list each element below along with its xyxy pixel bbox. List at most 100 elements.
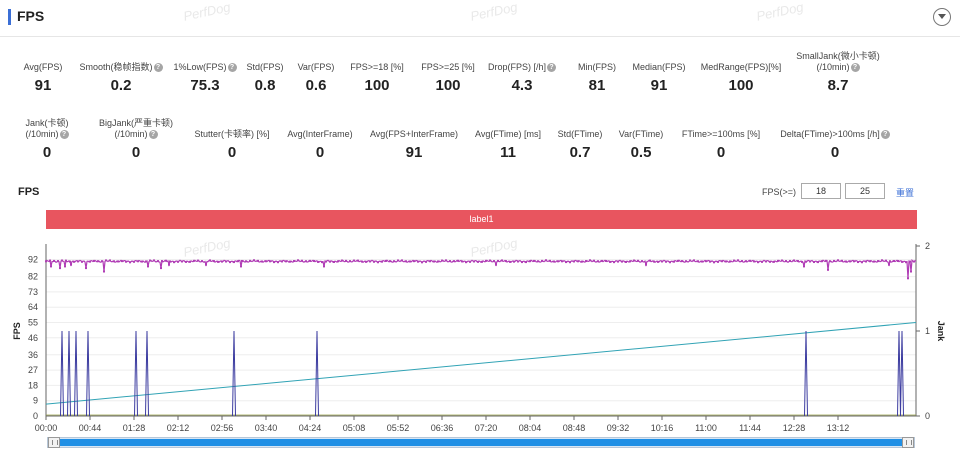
fps-point bbox=[445, 259, 447, 262]
fps-point bbox=[317, 260, 319, 263]
fps-point bbox=[101, 260, 103, 263]
fps-point bbox=[585, 260, 587, 263]
help-icon[interactable]: ? bbox=[850, 63, 860, 73]
fps-line bbox=[45, 259, 917, 279]
x-tick-label: 08:48 bbox=[563, 423, 586, 433]
fps-point bbox=[877, 260, 879, 263]
fps-point bbox=[605, 259, 607, 262]
fps-point bbox=[757, 261, 759, 264]
time-range-scrollbar[interactable] bbox=[47, 437, 915, 448]
x-tick-label: 05:52 bbox=[387, 423, 410, 433]
fps-point bbox=[669, 261, 671, 264]
fps-point bbox=[553, 260, 555, 263]
fps-point bbox=[213, 260, 215, 263]
metric-label: Avg(FPS+InterFrame) bbox=[369, 129, 459, 139]
help-icon[interactable]: ? bbox=[59, 130, 69, 140]
fps-point bbox=[133, 260, 135, 263]
fps-point bbox=[817, 261, 819, 264]
fps-point bbox=[501, 259, 503, 262]
metric-metrics_row2-7: Var(FTime) 0.5 bbox=[586, 129, 696, 161]
fps-point bbox=[373, 260, 375, 263]
fps-point bbox=[913, 260, 915, 263]
fps-point bbox=[105, 259, 107, 262]
fps-point bbox=[589, 259, 591, 262]
help-icon[interactable]: ? bbox=[227, 63, 237, 73]
fps-threshold-input-1[interactable] bbox=[801, 183, 841, 199]
fps-point bbox=[353, 259, 355, 262]
help-icon[interactable]: ? bbox=[880, 130, 890, 140]
fps-point bbox=[147, 265, 149, 268]
fps-point bbox=[161, 260, 163, 263]
fps-point bbox=[533, 259, 535, 262]
metric-label: SmallJank(微小卡顿) bbox=[796, 51, 880, 61]
scrollbar-handle-left[interactable] bbox=[48, 437, 60, 448]
fps-point bbox=[397, 259, 399, 262]
metric-value: 8.7 bbox=[827, 77, 849, 94]
trend-line bbox=[45, 322, 917, 405]
label-band[interactable]: label1 bbox=[46, 210, 917, 229]
y-tick-label: 55 bbox=[28, 318, 38, 328]
fps-point bbox=[569, 261, 571, 264]
y-tick-label: 9 bbox=[33, 396, 38, 406]
fps-point bbox=[803, 265, 805, 268]
fps-point bbox=[873, 260, 875, 263]
fps-point bbox=[645, 263, 647, 266]
reset-button[interactable]: 重置 bbox=[896, 188, 915, 198]
fps-point bbox=[781, 259, 783, 262]
metric-label: Stutter(卡顿率) [%] bbox=[194, 129, 270, 139]
metric-metrics_row1-9: Median(FPS) 91 bbox=[604, 62, 714, 94]
metric-label: Delta(FTime)>100ms [/h]? bbox=[780, 129, 890, 140]
metric-metrics_row1-6: FPS>=25 [%] 100 bbox=[393, 62, 503, 94]
fps-point bbox=[421, 261, 423, 264]
fps-point bbox=[869, 260, 871, 263]
fps-point bbox=[401, 259, 403, 262]
fps-point bbox=[753, 260, 755, 263]
help-icon[interactable]: ? bbox=[547, 63, 556, 73]
x-tick-label: 10:16 bbox=[651, 423, 674, 433]
fps-point bbox=[349, 260, 351, 263]
y2-tick-label: 1 bbox=[925, 326, 930, 336]
metric-label-unit: (/10min)? bbox=[81, 129, 191, 140]
fps-point bbox=[93, 259, 95, 262]
fps-point bbox=[273, 261, 275, 264]
panel-header: FPS bbox=[0, 0, 960, 37]
fps-point bbox=[50, 265, 52, 268]
metric-value: 100 bbox=[728, 77, 754, 94]
fps-point bbox=[393, 260, 395, 263]
x-tick-label: 00:44 bbox=[79, 423, 102, 433]
y-tick-label: 18 bbox=[28, 380, 38, 390]
collapse-button[interactable] bbox=[933, 8, 951, 26]
metric-metrics_row2-9: Delta(FTime)>100ms [/h]? 0 bbox=[780, 129, 890, 161]
fps-point bbox=[549, 259, 551, 262]
metric-label: FTime>=100ms [%] bbox=[681, 129, 761, 139]
fps-point bbox=[369, 260, 371, 263]
fps-point bbox=[677, 259, 679, 262]
help-icon[interactable]: ? bbox=[148, 130, 158, 140]
fps-point bbox=[629, 260, 631, 263]
fps-point bbox=[845, 260, 847, 263]
scrollbar-handle-right[interactable] bbox=[902, 437, 914, 448]
help-icon[interactable]: ? bbox=[153, 63, 163, 73]
fps-point bbox=[888, 263, 890, 266]
fps-point bbox=[185, 260, 187, 263]
fps-threshold-input-2[interactable] bbox=[845, 183, 885, 199]
fps-point bbox=[469, 260, 471, 263]
metric-label: Jank(卡顿) bbox=[25, 118, 69, 128]
fps-point bbox=[205, 263, 207, 266]
fps-point bbox=[705, 260, 707, 263]
fps-point bbox=[141, 260, 143, 263]
fps-point bbox=[297, 259, 299, 262]
fps-point bbox=[137, 260, 139, 263]
fps-point bbox=[405, 260, 407, 263]
fps-point bbox=[665, 260, 667, 263]
fps-point bbox=[325, 260, 327, 263]
fps-point bbox=[801, 260, 803, 263]
x-tick-label: 13:12 bbox=[827, 423, 850, 433]
y2-axis-title: Jank bbox=[936, 321, 946, 343]
fps-point bbox=[157, 260, 159, 263]
fps-point bbox=[381, 260, 383, 263]
fps-chart[interactable]: 0 9 18 27 36 46 55 64 73 82 92 0 1 2 00:00 00:44 01:28 02… bbox=[0, 232, 960, 437]
fps-point bbox=[49, 259, 51, 262]
scrollbar-range[interactable] bbox=[60, 439, 902, 446]
fps-point bbox=[241, 259, 243, 262]
